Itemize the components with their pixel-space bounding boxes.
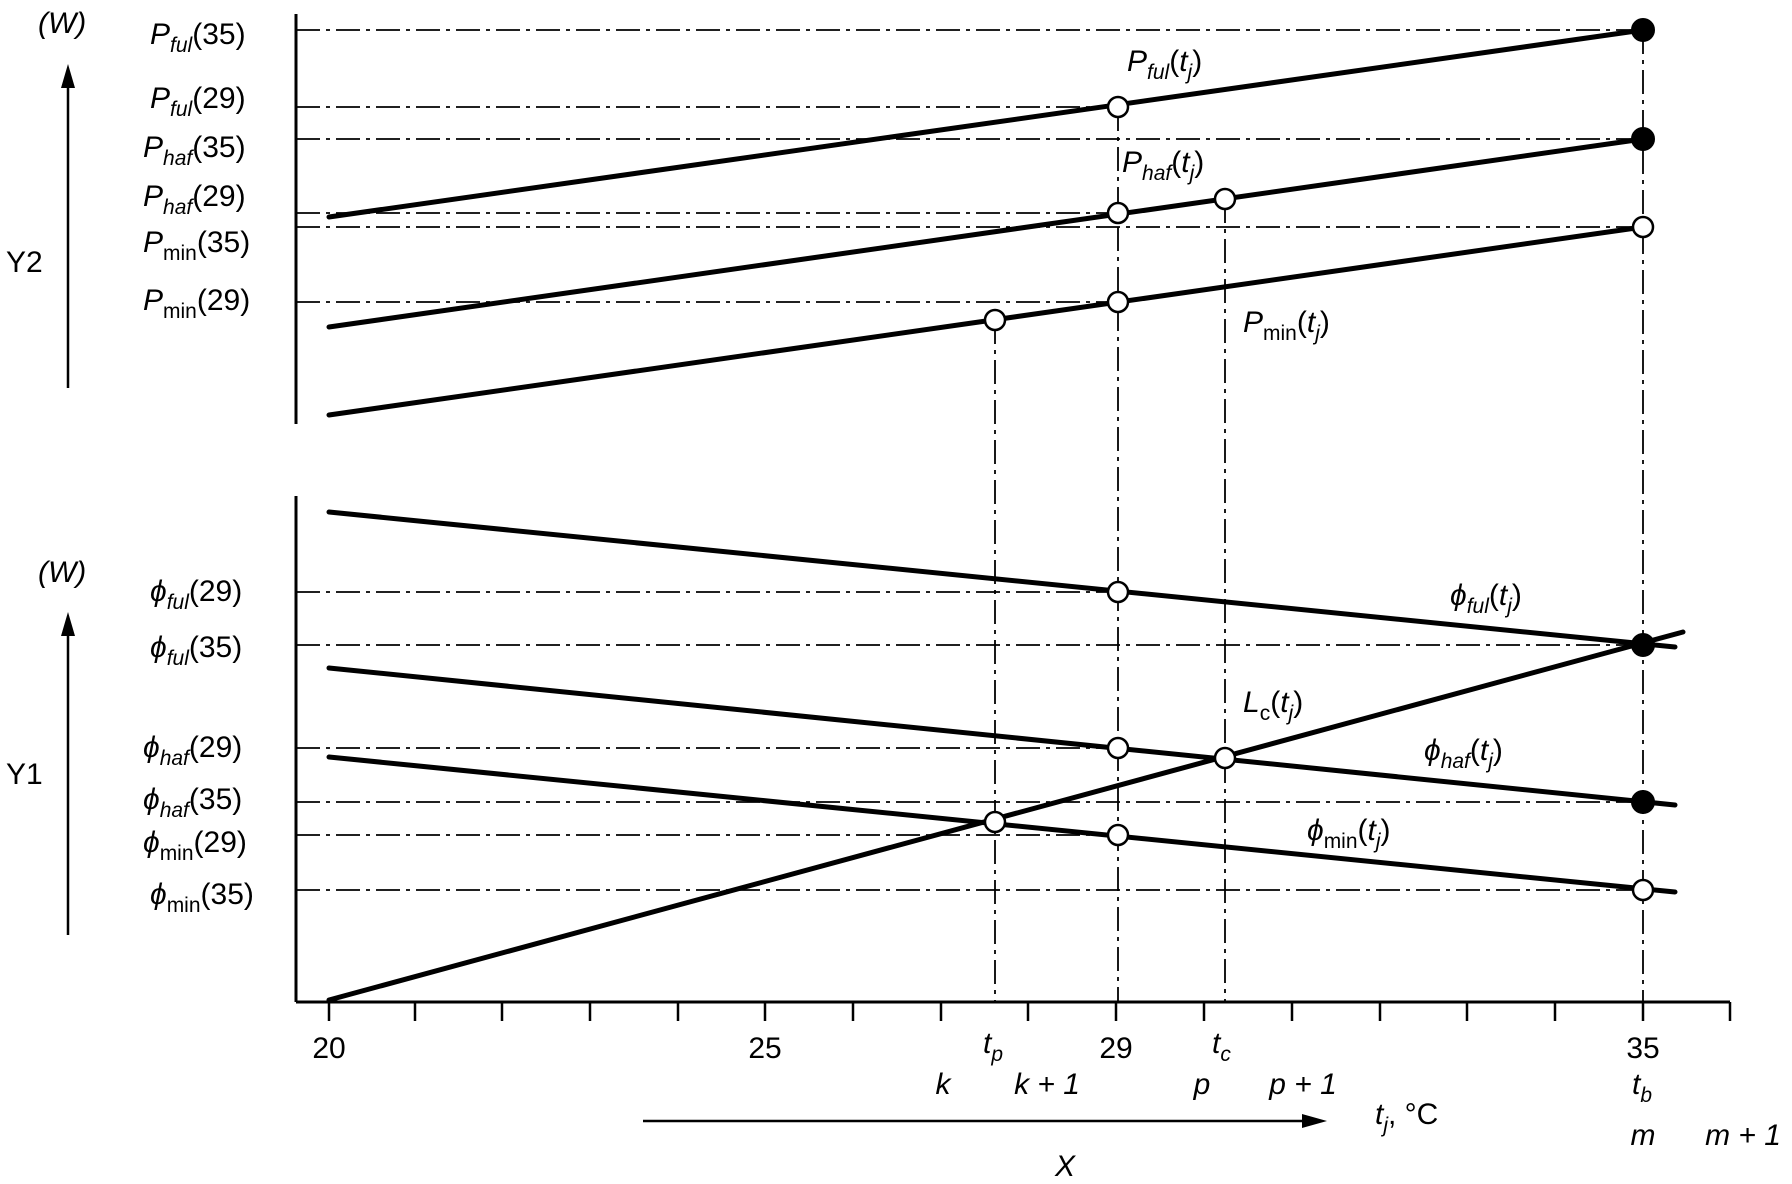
curve-phi-haf (326, 665, 1678, 808)
axes (294, 14, 1730, 1004)
label-phi-ful-35: ϕful(35) (150, 631, 242, 670)
curve-label-p-haf: Phaf(tj) (1122, 146, 1204, 185)
y1-axis-label: Y1 (6, 758, 43, 791)
filled-markers (1631, 18, 1655, 814)
bin-label-k: k (936, 1068, 953, 1101)
x-arrow (643, 1114, 1327, 1128)
point-p-haf-29 (1106, 201, 1130, 225)
label-p-haf-29: Phaf(29) (143, 180, 246, 219)
upper-unit-label: (W) (38, 7, 86, 40)
point-phi-min-29 (1106, 823, 1130, 847)
point-phi-min-35 (1631, 878, 1655, 902)
marker-tc: tc (1212, 1027, 1231, 1066)
point-p-min-tp (983, 308, 1007, 332)
label-p-ful-35: Pful(35) (150, 18, 246, 57)
open-markers (983, 95, 1655, 902)
x-variable-label: tj, °C (1375, 1098, 1438, 1137)
y2-arrow (61, 64, 75, 388)
label-p-ful-29: Pful(29) (150, 82, 246, 121)
reference-lines (296, 29, 1644, 1002)
point-phi-haf-29 (1106, 736, 1130, 760)
marker-tp: tp (983, 1027, 1003, 1066)
label-phi-min-35: ϕmin(35) (150, 878, 254, 917)
x-axis-label: X (1054, 1150, 1076, 1183)
bin-label-p-plus-1: p + 1 (1268, 1068, 1337, 1101)
x-tick-label-20: 20 (312, 1032, 345, 1065)
bin-label-p: p (1193, 1068, 1211, 1101)
curve-phi-ful (326, 509, 1678, 650)
curve-p-haf (326, 136, 1646, 330)
curve-label-phi-haf: ϕhaf(tj) (1424, 734, 1503, 773)
point-p-haf-tc (1213, 187, 1237, 211)
bin-label-k-plus-1: k + 1 (1014, 1068, 1080, 1101)
lower-unit-label: (W) (38, 556, 86, 589)
x-ticks (327, 1002, 1732, 1021)
point-phi-ful-29 (1106, 580, 1130, 604)
curve-label-p-min: Pmin(tj) (1243, 306, 1330, 345)
y2-axis-label: Y2 (6, 246, 43, 279)
point-p-min-35 (1631, 215, 1655, 239)
x-tick-label-25: 25 (748, 1032, 781, 1065)
curve-label-p-ful: Pful(tj) (1127, 45, 1202, 84)
point-phi-haf-35 (1631, 790, 1655, 814)
label-p-haf-35: Phaf(35) (143, 131, 246, 170)
curve-label-phi-ful: ϕful(tj) (1450, 579, 1522, 618)
label-phi-min-29: ϕmin(29) (143, 826, 247, 865)
point-p-ful-29 (1106, 95, 1130, 119)
bin-label-m-plus-1: m + 1 (1705, 1119, 1781, 1152)
label-p-min-29: Pmin(29) (143, 284, 250, 323)
label-phi-haf-29: ϕhaf(29) (143, 731, 242, 770)
curve-label-phi-min: ϕmin(tj) (1307, 814, 1391, 853)
x-tick-label-35: 35 (1626, 1032, 1659, 1065)
point-lc-tc (1213, 746, 1237, 770)
y1-arrow (61, 612, 75, 935)
point-phi-ful-35 (1631, 633, 1655, 657)
curve-label-lc: Lc(tj) (1243, 686, 1303, 725)
curves (326, 27, 1686, 1003)
curve-lc (326, 629, 1686, 1003)
label-phi-haf-35: ϕhaf(35) (143, 783, 242, 822)
marker-tb: tb (1632, 1068, 1652, 1107)
label-p-min-35: Pmin(35) (143, 226, 250, 265)
x-tick-label-29: 29 (1099, 1032, 1132, 1065)
curve-p-ful (326, 27, 1646, 220)
point-p-haf-35 (1631, 127, 1655, 151)
point-p-min-29 (1106, 290, 1130, 314)
label-phi-ful-29: ϕful(29) (150, 575, 242, 614)
point-lc-tp (983, 810, 1007, 834)
point-p-ful-35 (1631, 18, 1655, 42)
bin-label-m: m (1631, 1119, 1656, 1152)
